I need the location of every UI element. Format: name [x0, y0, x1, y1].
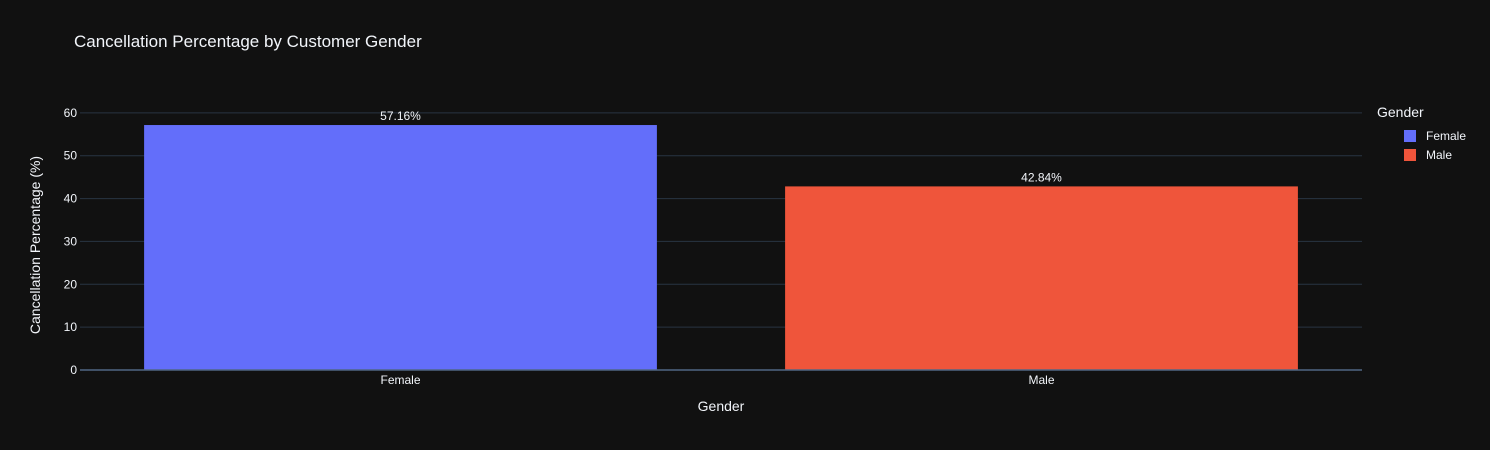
bar-female — [144, 125, 657, 371]
legend-swatch-male — [1404, 148, 1416, 161]
legend: Gender Female Male — [1377, 104, 1466, 164]
axes: 0 10 20 30 40 50 60 Female Male — [64, 106, 1362, 387]
y-tick-label-60: 60 — [64, 106, 78, 120]
legend-swatch-female — [1404, 129, 1416, 142]
legend-item-male[interactable]: Male — [1377, 145, 1466, 164]
legend-item-female[interactable]: Female — [1377, 126, 1466, 145]
y-axis-title: Cancellation Percentage (%) — [27, 156, 43, 334]
legend-label-female: Female — [1426, 128, 1467, 143]
data-label-female: 57.16% — [380, 109, 421, 123]
legend-title: Gender — [1377, 104, 1424, 120]
bars: 57.16% 42.84% — [144, 109, 1298, 371]
y-tick-label-40: 40 — [64, 192, 78, 206]
y-tick-label-20: 20 — [64, 277, 78, 291]
legend-label-male: Male — [1426, 147, 1453, 162]
y-tick-label-50: 50 — [64, 149, 78, 163]
bar-male — [785, 186, 1298, 370]
x-tick-label-male: Male — [1028, 373, 1054, 387]
x-tick-label-female: Female — [380, 373, 420, 387]
y-tick-label-30: 30 — [64, 234, 78, 248]
y-tick-label-10: 10 — [64, 320, 78, 334]
data-label-male: 42.84% — [1021, 170, 1062, 184]
chart-title: Cancellation Percentage by Customer Gend… — [74, 32, 422, 51]
x-axis-title: Gender — [698, 398, 745, 414]
y-tick-label-0: 0 — [70, 363, 77, 377]
